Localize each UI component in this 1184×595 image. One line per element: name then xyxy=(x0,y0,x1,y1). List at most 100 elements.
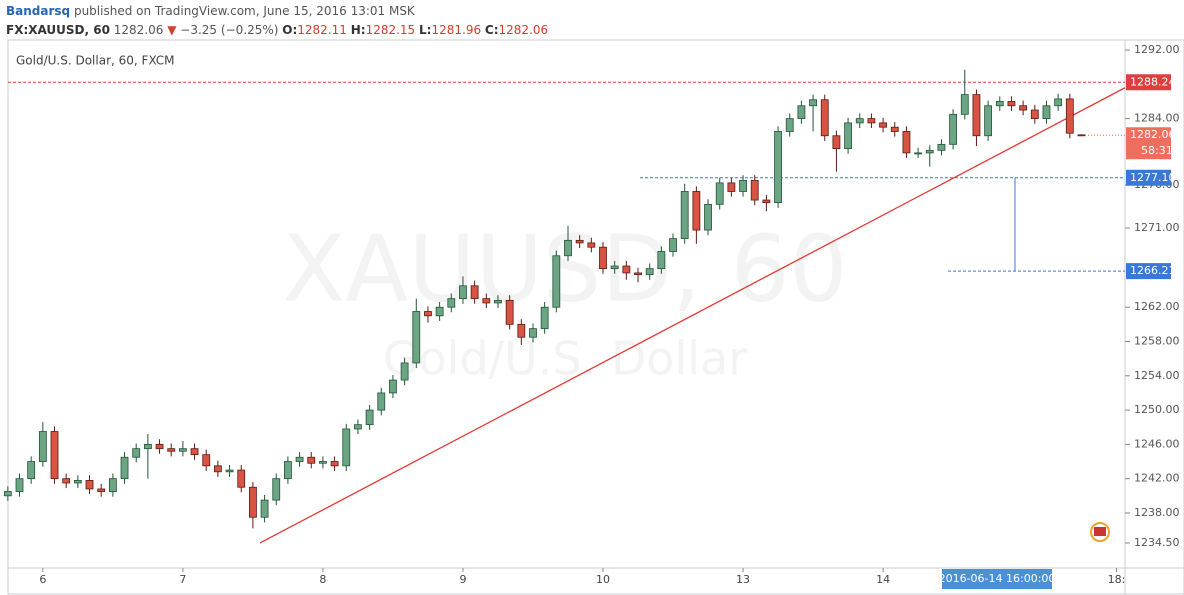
candle-body xyxy=(295,456,304,462)
candle-body xyxy=(750,179,759,201)
candle-body xyxy=(435,306,444,317)
candle-body xyxy=(38,431,47,462)
candle-body xyxy=(867,118,876,124)
candle-body xyxy=(202,454,211,467)
change-arrow: ▼ xyxy=(167,23,177,37)
candle-body xyxy=(634,272,642,276)
candle-body xyxy=(715,182,724,205)
candle-body xyxy=(330,461,339,467)
candle-body xyxy=(178,448,187,452)
ohlc: O:1282.11 H:1282.15 L:1281.96 C:1282.06 xyxy=(282,23,548,37)
candle-body xyxy=(505,299,514,325)
candle-body xyxy=(167,448,176,452)
x-tick-label: 13 xyxy=(736,573,750,586)
price-label-bg xyxy=(1126,74,1171,91)
y-tick-label: 1250.00 xyxy=(1134,403,1180,416)
candle-body xyxy=(155,443,164,450)
x-tick-label: 8 xyxy=(319,573,326,586)
ohlc-value: 1282.06 xyxy=(498,23,549,37)
candle-body xyxy=(832,135,841,150)
published: published on TradingView.com, June 15, 2… xyxy=(73,4,415,18)
candle-body xyxy=(260,499,269,518)
crosshair-bg xyxy=(942,569,1052,589)
candle-body xyxy=(855,118,864,124)
quote-line: FX:XAUUSD, 60 1282.06 ▼ −3.25 (−0.25%) O… xyxy=(6,21,548,40)
ohlc-label: O: xyxy=(282,23,298,37)
candle-body xyxy=(1019,105,1028,111)
event-icon-flag xyxy=(1094,527,1106,536)
candle-body xyxy=(389,379,397,394)
candle-body xyxy=(342,428,351,467)
candle-body xyxy=(120,456,129,480)
x-tick-label: 18: xyxy=(1108,573,1126,586)
candle-body xyxy=(529,328,537,338)
candle-body xyxy=(517,323,526,338)
y-tick-label: 1292.00 xyxy=(1134,43,1180,56)
candle-body xyxy=(377,392,386,411)
ohlc-value: 1282.15 xyxy=(365,23,416,37)
x-tick-label: 7 xyxy=(179,573,186,586)
price-label-bg xyxy=(1126,263,1171,280)
price-label: 1288.24 xyxy=(1130,75,1176,88)
candle-body xyxy=(190,448,199,456)
candle-body xyxy=(132,448,141,458)
candle-body xyxy=(540,306,549,330)
candle-body xyxy=(622,265,631,274)
candle-body xyxy=(50,431,59,480)
candle-body xyxy=(62,478,71,484)
candle-body xyxy=(225,469,234,473)
x-tick-label: 9 xyxy=(459,573,466,586)
ohlc-label: L: xyxy=(419,23,432,37)
header: Bandarsq published on TradingView.com, J… xyxy=(6,2,548,40)
candle-body xyxy=(213,465,222,473)
ohlc-label: H: xyxy=(350,23,366,37)
candle-body xyxy=(494,299,502,304)
candle-body xyxy=(809,99,817,107)
y-tick-label: 1234.50 xyxy=(1134,536,1180,549)
candle-body xyxy=(610,265,619,270)
candle-body xyxy=(1065,98,1074,134)
ohlc-label: C: xyxy=(484,23,499,37)
candle-body xyxy=(995,101,1004,107)
trend-line xyxy=(259,87,1126,544)
candle-body xyxy=(319,461,327,464)
candle-body xyxy=(972,94,981,137)
candle-body xyxy=(680,191,689,240)
candle-body xyxy=(307,456,316,464)
price-label-bg xyxy=(1126,169,1171,186)
candle-body xyxy=(914,152,922,155)
candle-body xyxy=(412,311,421,364)
y-tick-label: 1254.00 xyxy=(1134,369,1180,382)
candle-body xyxy=(762,199,771,204)
candle-body xyxy=(97,488,106,492)
candle-body xyxy=(984,105,993,137)
price-label: 1277.10 xyxy=(1130,171,1176,184)
symbol: FX:XAUUSD, 60 xyxy=(6,23,110,37)
candle-body xyxy=(1042,105,1051,120)
candle-body xyxy=(400,362,409,381)
candle-body xyxy=(704,203,712,231)
candle-body xyxy=(785,118,794,132)
candle-body xyxy=(575,239,584,244)
author[interactable]: Bandarsq xyxy=(6,4,71,18)
candle-body xyxy=(552,255,561,308)
candle-body xyxy=(599,246,607,270)
candle-body xyxy=(447,298,456,308)
x-tick-label: 14 xyxy=(876,573,890,586)
y-tick-label: 1284.00 xyxy=(1134,112,1180,125)
candle-body xyxy=(365,409,374,426)
watermark: XAUUSD, 60 Gold/U.S. Dollar xyxy=(282,215,847,385)
candle-body xyxy=(820,99,829,137)
candle-body xyxy=(482,298,491,304)
countdown: 58:31 xyxy=(1141,144,1173,157)
watermark-name: Gold/U.S. Dollar xyxy=(383,332,747,386)
x-tick-label: 6 xyxy=(39,573,46,586)
candle-body xyxy=(739,179,747,192)
last-price-label: 1282.06 xyxy=(1130,128,1176,141)
candle-body xyxy=(73,479,82,484)
price-label: 1266.21 xyxy=(1130,264,1176,277)
candle-body xyxy=(237,469,246,488)
candle-body xyxy=(669,238,677,252)
y-tick-label: 1246.00 xyxy=(1134,437,1180,450)
